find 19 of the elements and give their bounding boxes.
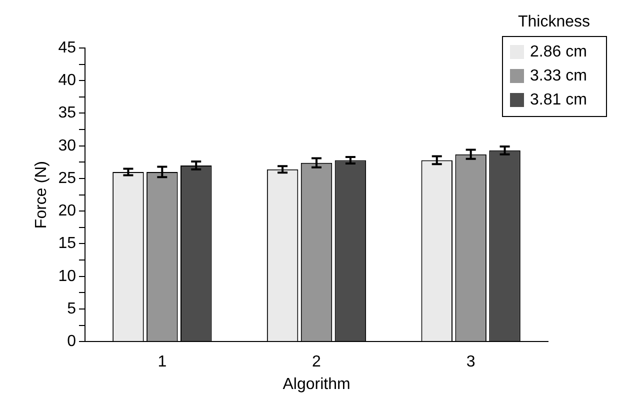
- y-tick-label: 30: [58, 137, 76, 154]
- y-tick-label: 15: [58, 235, 76, 252]
- legend-label: 3.81 cm: [530, 91, 587, 108]
- x-tick-label: 3: [466, 354, 476, 371]
- y-tick-label: 0: [67, 333, 76, 350]
- y-axis-title: Force (N): [33, 161, 50, 229]
- legend-label: 2.86 cm: [530, 43, 587, 60]
- y-tick-label: 25: [58, 170, 76, 187]
- x-tick-label: 2: [312, 354, 322, 371]
- y-tick-label: 5: [67, 300, 76, 318]
- x-axis-title: Algorithm: [282, 376, 350, 393]
- y-tick-label: 20: [58, 202, 76, 220]
- legend-title: Thickness: [518, 13, 590, 30]
- y-tick-label: 35: [58, 104, 76, 122]
- y-tick-label: 40: [58, 72, 76, 90]
- legend-label: 3.33 cm: [530, 67, 587, 84]
- y-tick-label: 45: [58, 39, 76, 56]
- x-tick-label: 1: [158, 354, 167, 371]
- y-tick-label: 10: [58, 268, 76, 285]
